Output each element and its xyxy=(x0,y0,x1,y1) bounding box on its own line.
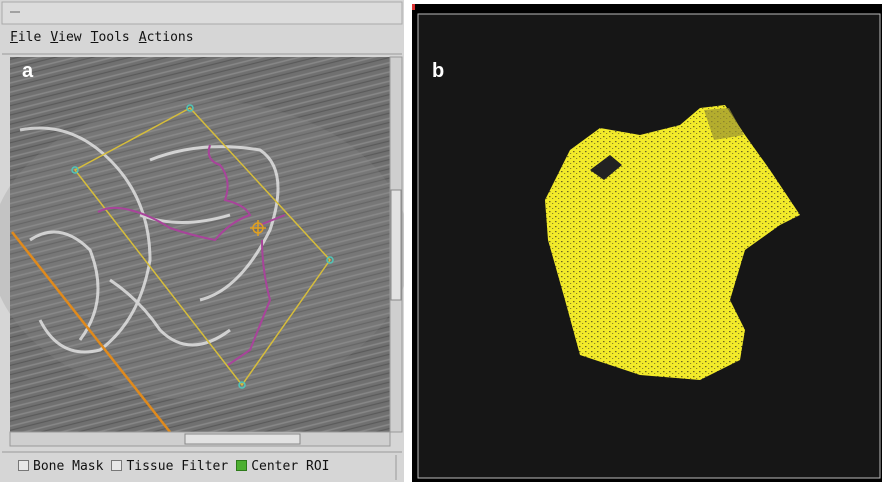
checkbox-option[interactable]: Tissue Filter xyxy=(111,459,228,474)
screenshot: File View Tools Actions a Bone Mask Tissue F… xyxy=(0,0,882,482)
checkbox-option[interactable]: Bone Mask xyxy=(18,459,103,474)
render-view xyxy=(404,0,882,482)
checkbox-label: Center ROI xyxy=(251,459,329,474)
panel-label: a xyxy=(22,60,33,83)
menu-bar: File View Tools Actions xyxy=(10,30,203,45)
options: Bone Mask Tissue Filter Center ROI xyxy=(18,459,329,474)
checkbox-option[interactable]: Center ROI xyxy=(236,459,329,474)
checkbox[interactable] xyxy=(111,460,122,471)
viewer-window: File View Tools Actions a Bone Mask Tissue F… xyxy=(0,0,404,482)
menu-item[interactable]: File xyxy=(10,30,41,45)
checkbox[interactable] xyxy=(236,460,247,471)
menu-item[interactable]: View xyxy=(50,30,81,45)
checkbox-label: Tissue Filter xyxy=(126,459,228,474)
menu-item[interactable]: Tools xyxy=(91,30,130,45)
viewer-chrome xyxy=(0,0,404,482)
menu-item[interactable]: Actions xyxy=(139,30,194,45)
checkbox-label: Bone Mask xyxy=(33,459,103,474)
checkbox[interactable] xyxy=(18,460,29,471)
panel-label: b xyxy=(432,60,444,83)
